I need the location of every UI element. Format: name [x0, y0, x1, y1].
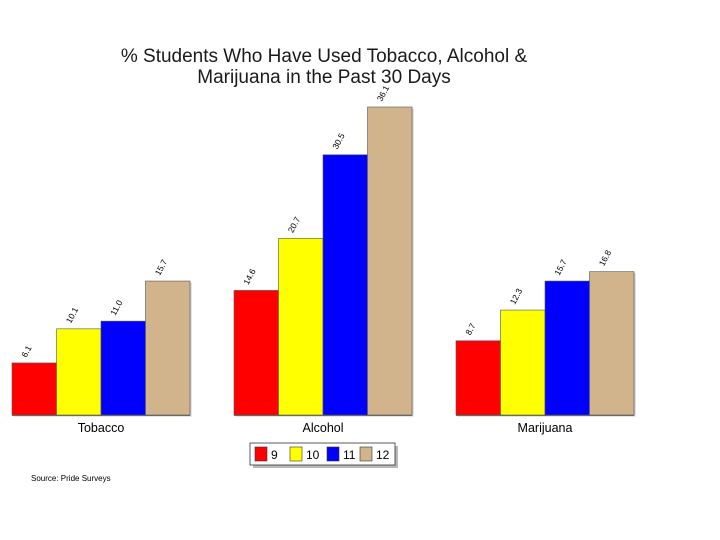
category-label-tobacco: Tobacco — [78, 421, 125, 435]
data-label: 30.5 — [330, 131, 347, 151]
bar-marijuana-grade-9 — [455, 340, 501, 416]
bar-marijuana-grade-11 — [544, 280, 590, 416]
bar-group-alcohol: 14.620.730.536.1 — [233, 83, 414, 417]
chart-title-line-1: % Students Who Have Used Tobacco, Alcoho… — [121, 46, 528, 67]
data-label: 8.7 — [463, 321, 478, 336]
bar-marijuana-grade-10 — [500, 309, 546, 416]
bar-alcohol-grade-12 — [367, 106, 413, 416]
source-note: Source: Pride Surveys — [31, 474, 111, 483]
data-label: 10.1 — [64, 305, 81, 325]
bar-alcohol-grade-11 — [322, 154, 368, 416]
legend-label: 11 — [343, 448, 356, 462]
data-label: 16.8 — [597, 248, 614, 268]
legend-swatch — [289, 446, 303, 462]
legend-item-10: 10 — [289, 446, 320, 462]
bar-tobacco-grade-9 — [11, 362, 57, 416]
legend-swatch — [254, 446, 268, 462]
bar-tobacco-grade-11 — [100, 320, 146, 416]
legend: 9 10 11 12 — [249, 442, 398, 468]
data-label: 6.1 — [19, 344, 34, 359]
category-label-marijuana: Marijuana — [518, 421, 573, 435]
bar-tobacco-grade-12 — [145, 280, 191, 416]
legend-item-11: 11 — [326, 446, 356, 462]
data-label: 11.0 — [108, 298, 124, 317]
data-label: 15.7 — [552, 257, 569, 277]
bar-group-marijuana: 8.7 12.3 15.7 16.8 — [455, 248, 636, 417]
data-label: 12.3 — [508, 286, 525, 306]
bar-group-tobacco: 6.1 10.1 11.0 15.7 — [11, 257, 192, 417]
bar-groups: 6.110.1 11.015.7 14.620.730.536.18.712.315… — [11, 83, 636, 417]
data-label: 14.6 — [241, 267, 258, 287]
data-label: 15.7 — [153, 257, 170, 277]
chart-title: % Students Who Have Used Tobacco, Alcoho… — [121, 46, 528, 88]
legend-label: 12 — [376, 448, 390, 462]
chart-title-line-2: Marijuana in the Past 30 Days — [197, 67, 450, 88]
legend-swatch — [359, 446, 373, 462]
legend-label: 9 — [271, 448, 278, 462]
bar-alcohol-grade-10 — [278, 238, 324, 416]
legend-box — [249, 442, 396, 466]
bar-alcohol-grade-9 — [233, 290, 279, 416]
category-labels: Tobacco Alcohol Marijuana — [78, 421, 573, 435]
legend-item-12: 12 — [359, 446, 390, 462]
category-label-alcohol: Alcohol — [303, 421, 344, 435]
legend-label: 10 — [306, 448, 320, 462]
bar-marijuana-grade-12 — [589, 271, 635, 416]
data-label: 20.7 — [286, 215, 303, 235]
bar-tobacco-grade-10 — [56, 328, 102, 416]
legend-swatch — [326, 446, 340, 462]
legend-item-9: 9 — [254, 446, 278, 462]
